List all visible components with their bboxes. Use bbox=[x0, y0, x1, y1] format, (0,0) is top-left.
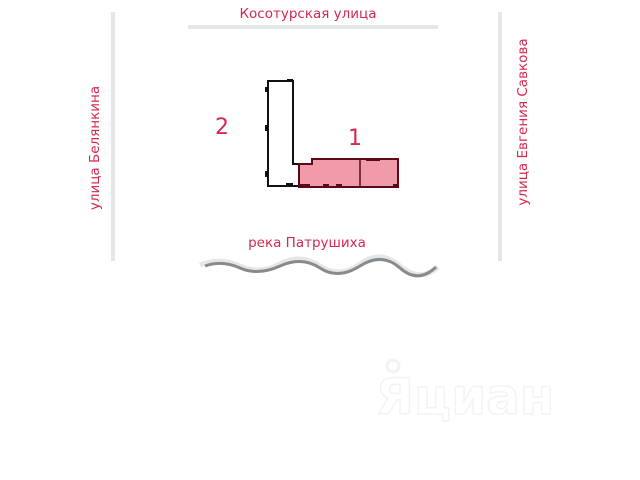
road-left bbox=[111, 12, 115, 261]
road-right bbox=[498, 12, 502, 261]
building-number-2: 2 bbox=[215, 115, 229, 140]
street-label-right: улица Евгения Савкова bbox=[515, 38, 531, 205]
building-1[interactable] bbox=[298, 158, 399, 188]
road-top bbox=[188, 25, 438, 29]
river bbox=[199, 254, 440, 278]
river-label: река Патрушиха bbox=[248, 235, 366, 251]
building-number-1: 1 bbox=[348, 126, 362, 151]
svg-text:Яциан: Яциан bbox=[376, 368, 555, 426]
street-label-left: улица Белянкина bbox=[87, 86, 103, 210]
street-label-top: Косотурская улица bbox=[239, 6, 376, 22]
watermark-logo: Яциан bbox=[375, 358, 555, 427]
building-2[interactable] bbox=[265, 79, 301, 187]
